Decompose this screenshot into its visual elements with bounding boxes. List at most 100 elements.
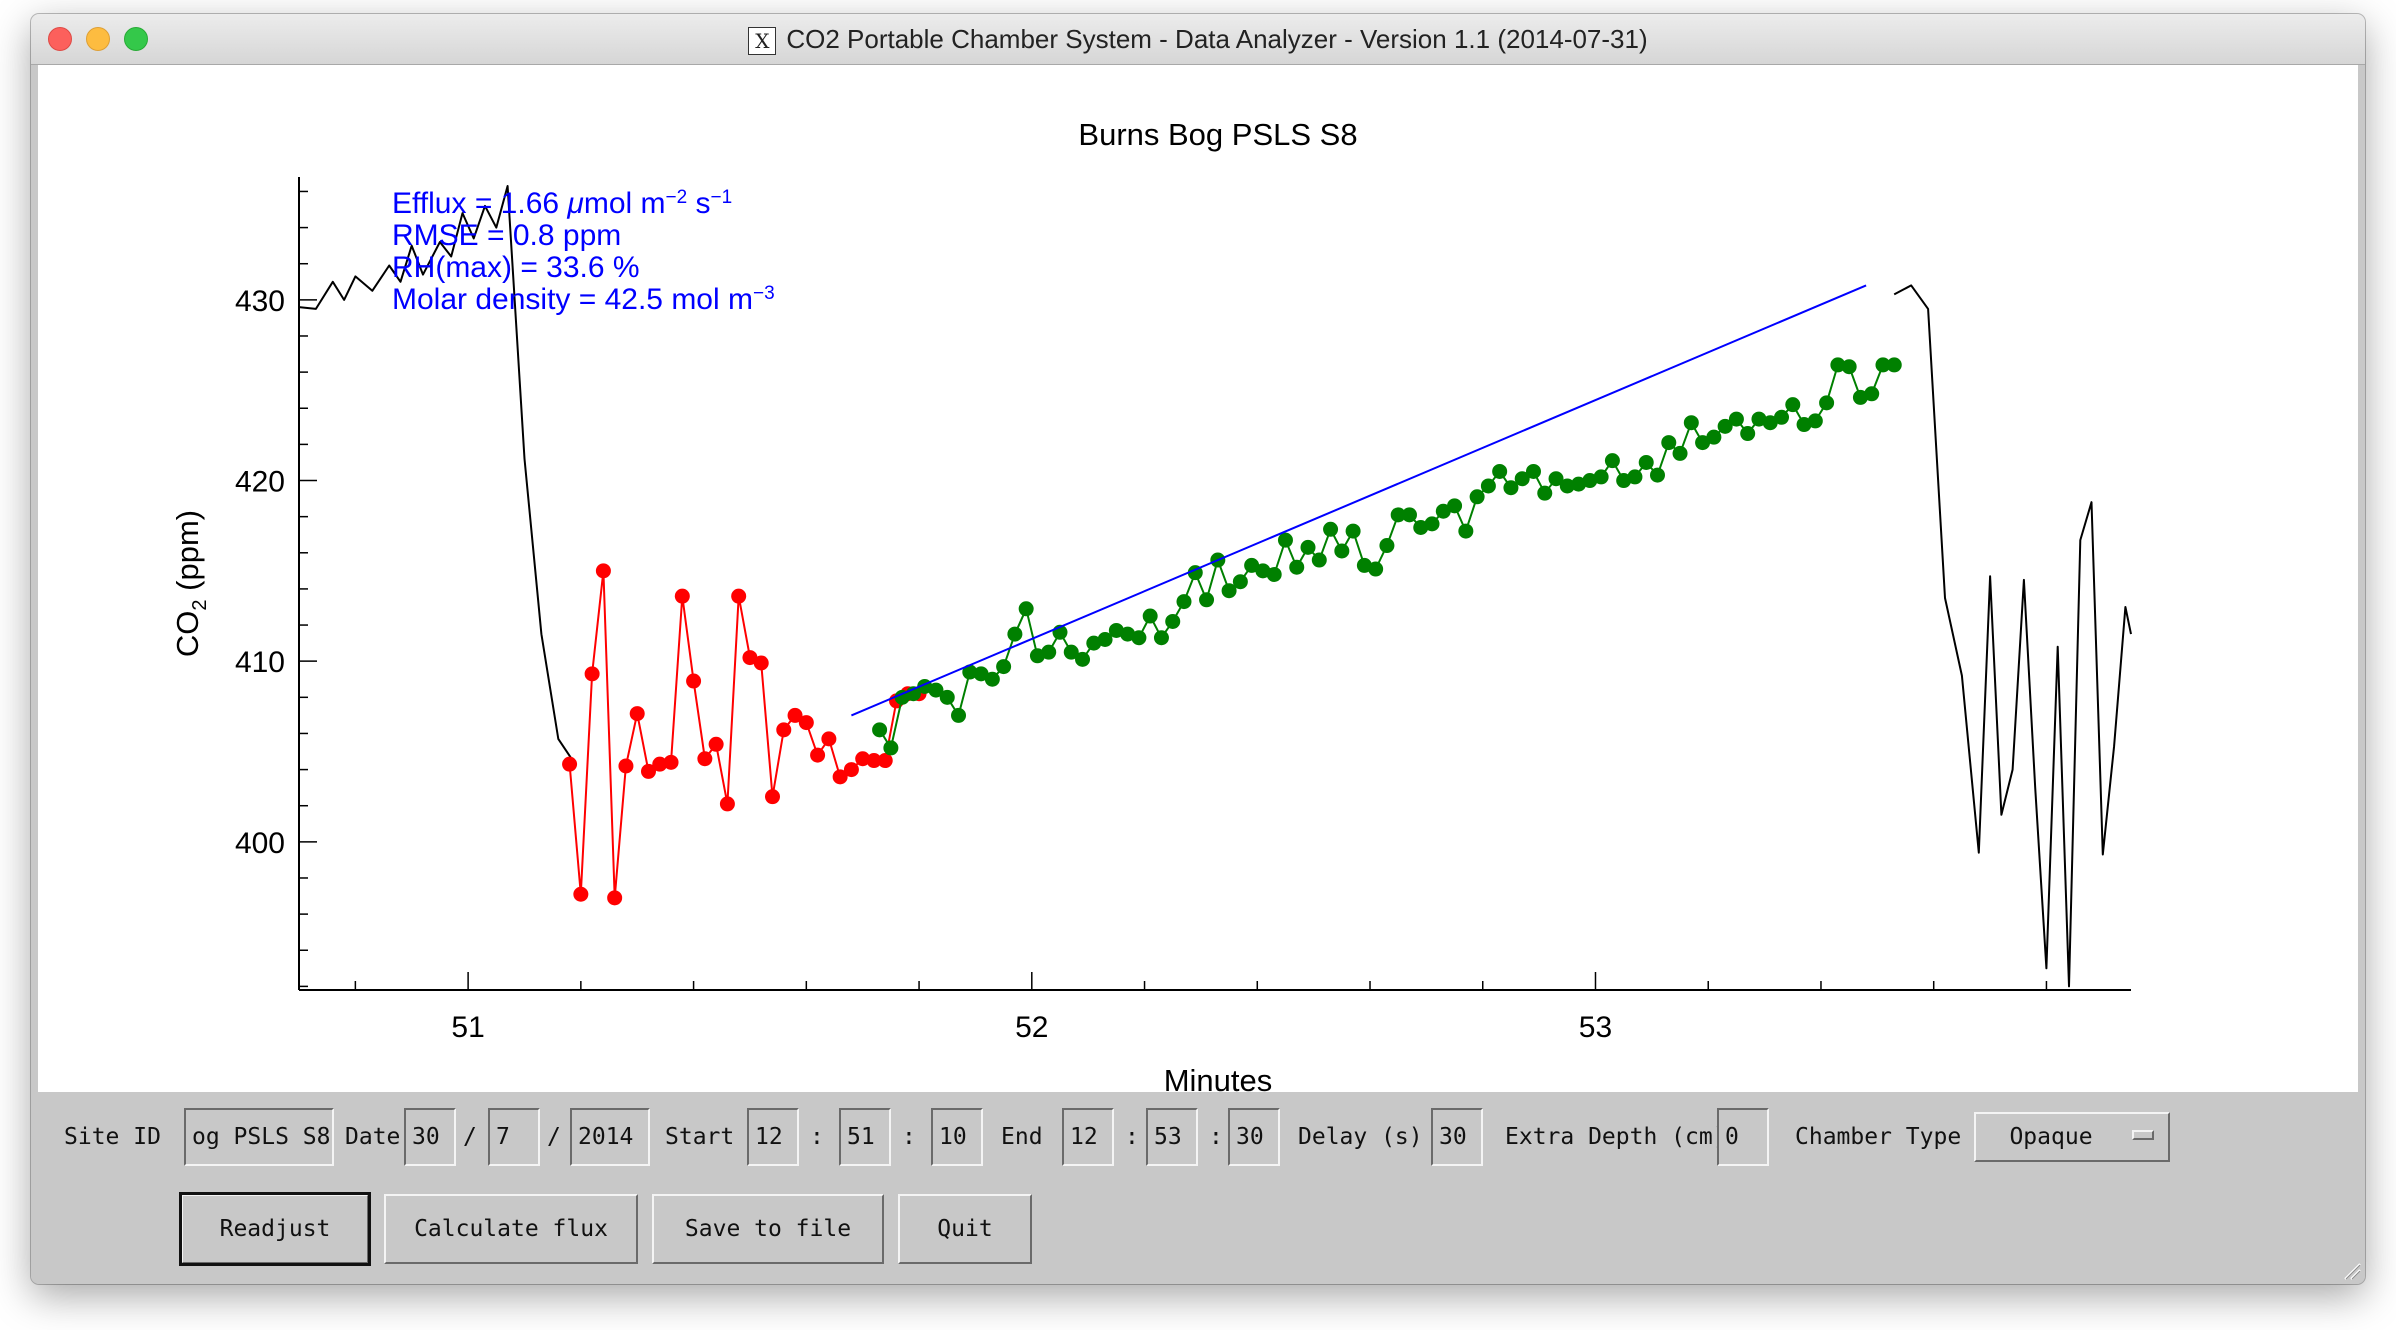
fitted-data-point <box>1041 645 1056 660</box>
x-tick-label: 51 <box>451 1011 484 1044</box>
title-bar: X CO2 Portable Chamber System - Data Anal… <box>31 14 2365 65</box>
excluded-data-line <box>570 571 863 898</box>
date-day-input[interactable]: 30 <box>404 1108 456 1166</box>
fitted-data-point <box>1143 609 1158 624</box>
fitted-data-point <box>1492 464 1507 479</box>
app-window: X CO2 Portable Chamber System - Data Anal… <box>31 14 2365 1284</box>
annotation-line: Efflux = 1.66 μmol m−2 s−1 <box>392 187 732 221</box>
fitted-data-point <box>1537 486 1552 501</box>
fitted-data-point <box>1233 574 1248 589</box>
excluded-data-point <box>799 715 814 730</box>
start-minute-input[interactable]: 51 <box>839 1108 891 1166</box>
delay-input[interactable]: 30 <box>1431 1108 1483 1166</box>
chart-title: Burns Bog PSLS S8 <box>1078 117 1357 152</box>
quit-button[interactable]: Quit <box>898 1194 1032 1264</box>
fitted-data-point <box>1458 524 1473 539</box>
excluded-data-point <box>754 655 769 670</box>
fitted-data-point <box>1819 395 1834 410</box>
fitted-data-point <box>1470 489 1485 504</box>
resize-grip-icon[interactable] <box>2341 1260 2361 1280</box>
fitted-data-point <box>1594 469 1609 484</box>
fitted-data-point <box>1887 357 1902 372</box>
regression-line <box>851 285 1866 715</box>
extra-depth-label: Extra Depth (cm) <box>1505 1108 1727 1166</box>
fitted-data-point <box>1447 498 1462 513</box>
x-tick-label: 52 <box>1015 1011 1048 1044</box>
fitted-data-point <box>1007 627 1022 642</box>
fitted-data-point <box>1605 453 1620 468</box>
fitted-data-point <box>1075 652 1090 667</box>
window-title-container: X CO2 Portable Chamber System - Data Anal… <box>31 14 2365 64</box>
fitted-data-point <box>1154 630 1169 645</box>
fitted-data-point <box>1627 469 1642 484</box>
fitted-data-point <box>951 708 966 723</box>
co2-chart: Burns Bog PSLS S840041042043051 52 53Minut… <box>38 65 2358 1092</box>
end-label: End <box>1001 1108 1043 1166</box>
fitted-data-point <box>1267 567 1282 582</box>
calculate-flux-button[interactable]: Calculate flux <box>384 1194 638 1264</box>
x-tick-label: 53 <box>1579 1011 1612 1044</box>
fitted-data-point <box>1278 533 1293 548</box>
excluded-data-point <box>630 706 645 721</box>
fitted-data-point <box>1639 455 1654 470</box>
date-year-input[interactable]: 2014 <box>570 1108 650 1166</box>
excluded-data-point <box>720 796 735 811</box>
end-second-input[interactable]: 30 <box>1228 1108 1280 1166</box>
excluded-data-point <box>810 748 825 763</box>
y-tick-label: 400 <box>235 827 285 860</box>
fitted-data-point <box>1199 592 1214 607</box>
fitted-data-point <box>1301 540 1316 555</box>
time-separator: : <box>810 1108 824 1166</box>
fitted-data-point <box>1176 594 1191 609</box>
fitted-data-point <box>1334 543 1349 558</box>
excluded-data-point <box>844 762 859 777</box>
extra-depth-input[interactable]: 0 <box>1717 1108 1769 1166</box>
fitted-data-point <box>1402 507 1417 522</box>
fitted-data-point <box>1379 538 1394 553</box>
excluded-data-point <box>686 674 701 689</box>
site-id-input[interactable]: og PSLS S8 <box>184 1108 334 1166</box>
start-hour-input[interactable]: 12 <box>747 1108 799 1166</box>
fitted-data-point <box>1785 397 1800 412</box>
excluded-data-point <box>618 758 633 773</box>
fitted-data-point <box>1131 630 1146 645</box>
fitted-data-point <box>1808 413 1823 428</box>
annotation-line: Molar density = 42.5 mol m−3 <box>392 283 775 317</box>
fitted-data-point <box>1650 468 1665 483</box>
fitted-data-point <box>1323 522 1338 537</box>
excluded-data-point <box>596 563 611 578</box>
time-separator: : <box>902 1108 916 1166</box>
date-label: Date <box>345 1108 400 1166</box>
fitted-data-point <box>1425 516 1440 531</box>
control-panel: Site ID og PSLS S8 Date 30 / 7 / 2014 St… <box>31 1092 2365 1284</box>
fitted-data-point <box>940 690 955 705</box>
excluded-data-point <box>821 731 836 746</box>
excluded-data-point <box>776 722 791 737</box>
fitted-data-point <box>1019 601 1034 616</box>
readjust-button[interactable]: Readjust <box>181 1194 369 1264</box>
excluded-data-point <box>562 757 577 772</box>
y-tick-label: 430 <box>235 285 285 318</box>
fitted-data-point <box>1661 435 1676 450</box>
end-minute-input[interactable]: 53 <box>1146 1108 1198 1166</box>
end-hour-input[interactable]: 12 <box>1062 1108 1114 1166</box>
fitted-data-point <box>1312 553 1327 568</box>
delay-label: Delay (s) <box>1298 1108 1423 1166</box>
date-separator: / <box>547 1108 561 1166</box>
y-tick-label: 410 <box>235 646 285 679</box>
dropdown-arrow-icon <box>2132 1130 2154 1140</box>
excluded-data-point <box>675 589 690 604</box>
fitted-data-point <box>1842 359 1857 374</box>
excluded-data-point <box>709 737 724 752</box>
chamber-type-value: Opaque <box>1976 1114 2126 1160</box>
date-separator: / <box>463 1108 477 1166</box>
date-month-input[interactable]: 7 <box>488 1108 540 1166</box>
chamber-type-dropdown[interactable]: Opaque <box>1974 1112 2170 1162</box>
save-to-file-button[interactable]: Save to file <box>652 1194 884 1264</box>
annotation-line: RH(max) = 33.6 % <box>392 251 640 284</box>
start-second-input[interactable]: 10 <box>931 1108 983 1166</box>
fitted-data-point <box>1526 464 1541 479</box>
excluded-data-point <box>607 890 622 905</box>
raw-data-line-after <box>1894 285 2131 986</box>
fitted-data-point <box>1481 478 1496 493</box>
